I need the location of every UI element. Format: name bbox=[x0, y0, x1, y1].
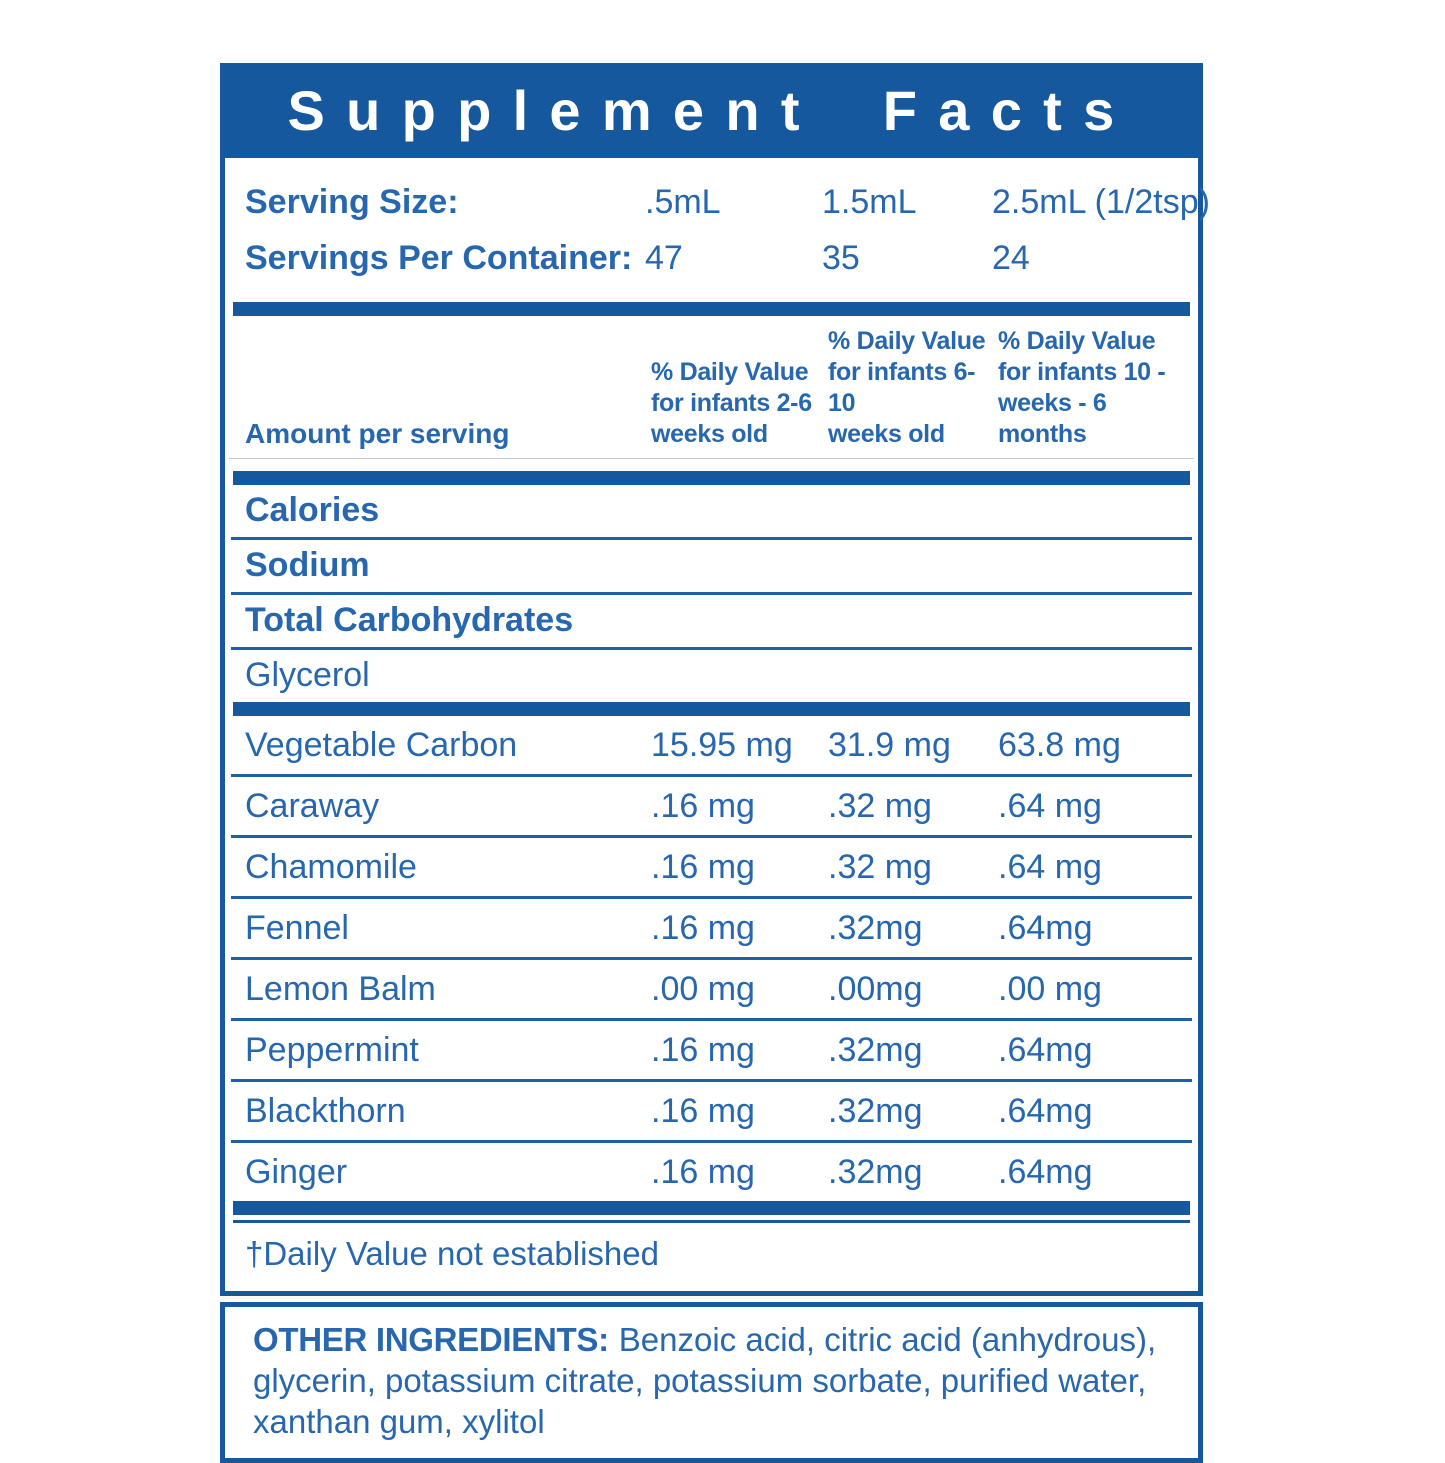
supplement-facts-label: Supplement Facts Serving Size: .5mL 1.5m… bbox=[220, 63, 1210, 1463]
daily-value-footnote: †Daily Value not established bbox=[245, 1235, 659, 1272]
row-value-2: .32 mg bbox=[828, 848, 932, 886]
table-row-chamomile: Chamomile .16 mg .32 mg .64 mg bbox=[231, 838, 1192, 899]
row-value-2: .32 mg bbox=[828, 787, 932, 825]
other-ingredients-label: OTHER INGREDIENTS: bbox=[253, 1321, 609, 1358]
row-value-1: .16 mg bbox=[651, 909, 755, 947]
servings-per-container-label: Servings Per Container: bbox=[245, 239, 633, 277]
row-value-1: .16 mg bbox=[651, 1153, 755, 1191]
serving-size-value-3: 2.5mL (1/2tsp) bbox=[992, 183, 1210, 221]
row-value-2: .32mg bbox=[828, 1031, 923, 1069]
row-value-1: .16 mg bbox=[651, 1092, 755, 1130]
row-label: Peppermint bbox=[245, 1031, 419, 1069]
table-row-total-carbohydrates: Total Carbohydrates bbox=[231, 595, 1192, 650]
row-value-3: .64mg bbox=[998, 909, 1093, 947]
table-row-glycerol: Glycerol bbox=[231, 650, 1192, 702]
table-row-sodium: Sodium bbox=[231, 540, 1192, 595]
row-label: Total Carbohydrates bbox=[245, 601, 574, 639]
divider-bar-mid bbox=[233, 702, 1190, 716]
row-value-3: 63.8 mg bbox=[998, 726, 1121, 764]
title-bar: Supplement Facts bbox=[225, 63, 1198, 158]
row-label: Blackthorn bbox=[245, 1092, 406, 1130]
daily-value-header-1: % Daily Value for infants 2-6 weeks old bbox=[651, 358, 812, 448]
row-value-1: 15.95 mg bbox=[651, 726, 793, 764]
serving-info: Serving Size: .5mL 1.5mL 2.5mL (1/2tsp) … bbox=[225, 158, 1210, 302]
row-value-3: .64mg bbox=[998, 1092, 1093, 1130]
daily-value-header-2: % Daily Value for infants 6-10 weeks old bbox=[828, 327, 986, 448]
row-value-1: .16 mg bbox=[651, 787, 755, 825]
page-title: Supplement Facts bbox=[287, 79, 1136, 142]
row-value-3: .64 mg bbox=[998, 787, 1102, 825]
row-value-3: .64mg bbox=[998, 1031, 1093, 1069]
row-label: Fennel bbox=[245, 909, 349, 947]
servings-per-container-value-3: 24 bbox=[992, 239, 1030, 277]
row-label: Ginger bbox=[245, 1153, 348, 1191]
column-headers: Amount per serving % Daily Value for inf… bbox=[225, 316, 1198, 456]
row-label: Sodium bbox=[245, 546, 370, 584]
servings-per-container-value-2: 35 bbox=[822, 239, 860, 277]
amount-per-serving-header: Amount per serving bbox=[245, 418, 510, 449]
daily-value-header-3: % Daily Value for infants 10 - weeks - 6… bbox=[998, 327, 1166, 448]
table-row-vegetable-carbon: Vegetable Carbon 15.95 mg 31.9 mg 63.8 m… bbox=[231, 716, 1192, 777]
row-value-2: 31.9 mg bbox=[828, 726, 951, 764]
row-value-2: .32mg bbox=[828, 909, 923, 947]
facts-panel: Supplement Facts Serving Size: .5mL 1.5m… bbox=[220, 63, 1210, 1296]
table-row-ginger: Ginger .16 mg .32mg .64mg bbox=[231, 1143, 1192, 1201]
divider-bar-top bbox=[233, 302, 1190, 316]
row-value-3: .00 mg bbox=[998, 970, 1102, 1008]
row-label: Lemon Balm bbox=[245, 970, 436, 1008]
table-row-lemon-balm: Lemon Balm .00 mg .00mg .00 mg bbox=[231, 960, 1192, 1021]
serving-size-label: Serving Size: bbox=[245, 183, 459, 221]
row-value-1: .16 mg bbox=[651, 848, 755, 886]
serving-size-value-1: .5mL bbox=[645, 183, 721, 221]
row-value-2: .32mg bbox=[828, 1153, 923, 1191]
row-value-3: .64 mg bbox=[998, 848, 1102, 886]
row-value-1: .16 mg bbox=[651, 1031, 755, 1069]
divider-bar-bottom bbox=[233, 1201, 1190, 1215]
row-label: Calories bbox=[245, 491, 380, 529]
header-hairline bbox=[229, 458, 1194, 459]
row-value-2: .00mg bbox=[828, 970, 923, 1008]
row-value-2: .32mg bbox=[828, 1092, 923, 1130]
other-ingredients-panel: OTHER INGREDIENTS: Benzoic acid, citric a… bbox=[220, 1302, 1203, 1463]
other-ingredients-list: Benzoic acid, citric acid (anhydrous), g… bbox=[253, 1321, 1157, 1440]
row-value-3: .64mg bbox=[998, 1153, 1093, 1191]
row-label: Glycerol bbox=[245, 656, 370, 694]
row-label: Caraway bbox=[245, 787, 380, 825]
row-label: Chamomile bbox=[245, 848, 417, 886]
table-row-fennel: Fennel .16 mg .32mg .64mg bbox=[231, 899, 1192, 960]
table-row-peppermint: Peppermint .16 mg .32mg .64mg bbox=[231, 1021, 1192, 1082]
row-value-1: .00 mg bbox=[651, 970, 755, 1008]
table-row-blackthorn: Blackthorn .16 mg .32mg .64mg bbox=[231, 1082, 1192, 1143]
divider-bar-headers bbox=[233, 471, 1190, 485]
table-row-calories: Calories bbox=[231, 485, 1192, 540]
serving-size-value-2: 1.5mL bbox=[822, 183, 917, 221]
other-ingredients-text: OTHER INGREDIENTS: Benzoic acid, citric a… bbox=[253, 1319, 1178, 1442]
table-row-caraway: Caraway .16 mg .32 mg .64 mg bbox=[231, 777, 1192, 838]
row-label: Vegetable Carbon bbox=[245, 726, 518, 764]
servings-per-container-value-1: 47 bbox=[645, 239, 683, 277]
divider-thinline-bottom bbox=[233, 1220, 1190, 1223]
